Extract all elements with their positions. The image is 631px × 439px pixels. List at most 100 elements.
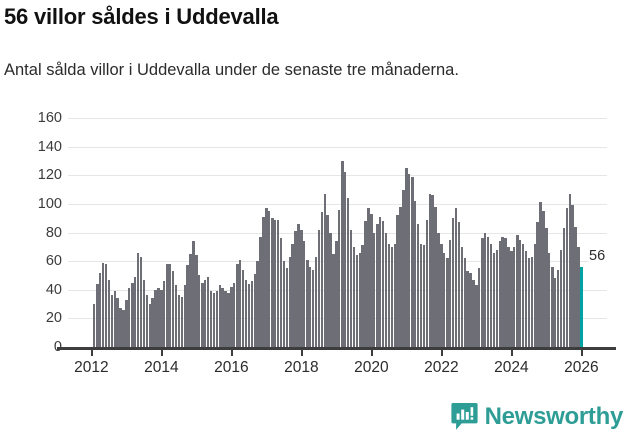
bar	[498, 241, 502, 347]
highlight-value-label: 56	[588, 247, 607, 264]
y-axis-tick-label: 20	[45, 310, 62, 327]
bar-chart-speech-bubble-icon	[451, 402, 478, 431]
bar	[428, 193, 432, 347]
bar	[495, 249, 498, 347]
bar	[518, 239, 522, 347]
bar	[358, 252, 362, 347]
bar	[276, 219, 280, 347]
bar	[244, 279, 248, 347]
bar	[422, 245, 426, 347]
bar	[338, 209, 341, 347]
bar	[364, 221, 367, 347]
bar	[314, 256, 318, 347]
bar	[343, 172, 347, 347]
bar	[192, 241, 195, 347]
gridline	[68, 175, 607, 177]
x-axis-tick-label: 2022	[424, 359, 459, 376]
bar	[355, 255, 358, 347]
bar	[96, 284, 99, 347]
x-axis-tick-mark	[301, 349, 303, 356]
bar	[98, 272, 102, 347]
bar	[131, 282, 134, 347]
bar	[101, 262, 105, 347]
bar	[559, 249, 563, 347]
bar	[335, 241, 338, 347]
x-axis-tick-label: 2014	[144, 359, 179, 376]
bar	[306, 259, 309, 347]
bar	[233, 282, 236, 347]
bar	[513, 246, 516, 347]
bar	[419, 243, 423, 347]
bar	[180, 296, 183, 347]
bar	[212, 292, 216, 347]
bar	[268, 211, 271, 347]
bar	[390, 246, 393, 347]
bar	[136, 252, 140, 347]
bar	[198, 275, 201, 347]
bar	[492, 252, 496, 347]
bar	[241, 269, 245, 347]
bar	[463, 258, 467, 347]
bar	[378, 216, 382, 347]
bar	[443, 252, 446, 347]
bar	[562, 228, 566, 347]
bar	[460, 246, 463, 347]
bar	[504, 238, 507, 347]
bar	[510, 251, 513, 347]
chart-plot-area: 020406080100120140160 201220142016201820…	[0, 111, 631, 388]
bar	[384, 232, 388, 347]
bar	[545, 228, 548, 347]
bar	[489, 243, 493, 347]
bar	[568, 193, 572, 347]
bar	[440, 243, 443, 347]
bar	[174, 285, 178, 347]
bar	[189, 253, 192, 347]
bar	[539, 202, 542, 347]
bar	[163, 281, 166, 347]
bar	[119, 308, 122, 347]
bar	[548, 252, 551, 347]
bar-highlighted	[580, 266, 583, 347]
bar	[399, 206, 402, 347]
gridline	[68, 232, 607, 234]
bar	[536, 222, 539, 347]
y-axis-tick-label: 160	[37, 110, 62, 126]
bar	[451, 218, 455, 347]
bar	[186, 265, 189, 347]
bar	[516, 235, 519, 347]
x-axis-tick-label: 2018	[284, 359, 319, 376]
bar	[133, 276, 137, 347]
bar	[448, 239, 452, 347]
bar	[367, 208, 370, 347]
bar	[551, 266, 554, 347]
x-axis-tick-mark	[231, 349, 233, 356]
x-axis-tick-mark	[371, 349, 373, 356]
bar	[224, 291, 227, 347]
bar	[486, 236, 490, 347]
x-axis-tick-mark	[511, 349, 513, 356]
x-axis-tick-label: 2024	[494, 359, 529, 376]
bar	[501, 236, 504, 347]
bar	[311, 269, 315, 347]
bar	[396, 215, 399, 347]
bar	[446, 258, 449, 347]
bar	[571, 205, 574, 347]
bar	[556, 269, 560, 347]
x-axis-tick-label: 2016	[214, 359, 249, 376]
bar	[154, 289, 157, 347]
bar	[475, 285, 478, 347]
bar	[454, 208, 458, 347]
bar	[300, 229, 303, 347]
bar	[437, 232, 440, 347]
bar	[481, 238, 484, 347]
bar	[122, 309, 125, 347]
x-axis-tick-mark	[161, 349, 163, 356]
bar	[308, 266, 312, 347]
bar	[329, 232, 332, 347]
bar	[273, 219, 277, 347]
bar	[247, 284, 251, 347]
bar	[218, 285, 222, 347]
y-axis-tick-label: 100	[37, 195, 62, 212]
bar	[381, 221, 385, 347]
x-axis-tick-label: 2026	[564, 359, 599, 376]
